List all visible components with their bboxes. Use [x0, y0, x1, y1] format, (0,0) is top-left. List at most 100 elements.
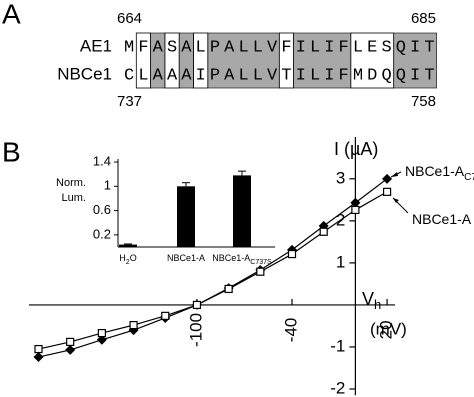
- x-axis-label: Vh: [362, 289, 381, 313]
- residue: F: [339, 38, 349, 57]
- residue: E: [367, 38, 377, 57]
- residue: Q: [381, 66, 391, 85]
- x-tick-label: -40: [281, 318, 300, 343]
- marker-square: [382, 187, 392, 196]
- category-part: 2: [126, 259, 130, 266]
- marker-diamond: [382, 173, 393, 184]
- residue: A: [181, 38, 192, 57]
- y-tick-label: -2: [330, 378, 345, 397]
- marker-diamond: [96, 334, 107, 345]
- residue: A: [224, 38, 235, 57]
- category-part: O: [130, 253, 137, 263]
- x-tick-label: 20: [377, 320, 396, 339]
- residue: L: [196, 38, 206, 57]
- marker-square: [192, 300, 202, 310]
- series-line: [38, 191, 388, 350]
- residue: F: [339, 66, 349, 85]
- residue: S: [167, 38, 177, 57]
- marker-diamond: [33, 352, 44, 363]
- residue: T: [281, 66, 291, 85]
- legend-name: NBCe1-A: [412, 211, 472, 227]
- residue: A: [153, 66, 164, 85]
- panel-label: B: [2, 136, 21, 167]
- residue: D: [367, 66, 377, 85]
- residue: I: [296, 66, 306, 85]
- residue: C: [124, 66, 134, 85]
- bar: [177, 186, 195, 247]
- marker-square: [161, 311, 170, 320]
- category-part: NBCe1-A: [212, 253, 250, 263]
- marker-square: [256, 267, 265, 276]
- residue-number: 685: [411, 10, 436, 27]
- legend-label: NBCe1-A: [412, 211, 472, 227]
- residue: L: [310, 66, 320, 85]
- residue: A: [167, 66, 178, 85]
- residue-number: 737: [117, 93, 142, 110]
- sequence-name: AE1: [80, 36, 112, 55]
- residue: L: [238, 38, 248, 57]
- residue: F: [138, 38, 148, 57]
- residue: V: [267, 38, 278, 57]
- residue: I: [296, 38, 306, 57]
- residue: I: [324, 38, 334, 57]
- marker-square: [287, 249, 297, 259]
- marker-square: [129, 320, 138, 330]
- bar: [233, 175, 251, 247]
- residue: L: [310, 38, 320, 57]
- inset-y-tick-label: 0.2: [93, 226, 111, 241]
- series-line: [38, 178, 388, 358]
- category-label: NBCe1-A: [167, 253, 205, 263]
- residue: A: [181, 66, 192, 85]
- category-part: C737S: [250, 259, 272, 266]
- bar: [119, 244, 137, 247]
- residue-number: 758: [411, 93, 436, 110]
- category-label: NBCe1-AC737S: [212, 253, 272, 265]
- y-tick-label: 1: [336, 252, 345, 271]
- arrow-head: [393, 198, 399, 203]
- x-axis-unit: (mV): [370, 319, 407, 338]
- similarity-box: [164, 32, 180, 89]
- inset-y-label: Norm.: [56, 177, 86, 189]
- marker-diamond: [350, 197, 361, 208]
- residue: I: [196, 66, 206, 85]
- marker-square: [224, 284, 233, 294]
- residue: T: [424, 66, 434, 85]
- y-tick-label: 3: [336, 168, 345, 187]
- inset-y-tick-label: 0.6: [93, 202, 111, 217]
- similarity-box: [278, 32, 294, 89]
- similarity-box: [193, 32, 209, 89]
- marker-square: [34, 344, 43, 354]
- arrow-head: [391, 172, 398, 177]
- residue: A: [153, 38, 164, 57]
- residue: F: [281, 38, 291, 57]
- inset-y-label: Lum.: [62, 192, 86, 204]
- residue: M: [124, 38, 134, 57]
- x-tick-label: -100: [186, 313, 205, 347]
- residue: I: [410, 66, 420, 85]
- inset-y-tick-label: 1: [104, 178, 111, 193]
- residue-number: 664: [117, 10, 142, 27]
- category-part: NBCe1-A: [167, 253, 205, 263]
- legend-name: NBCe1-A: [405, 163, 465, 179]
- identity-box: [293, 32, 352, 89]
- x-axis-label-main: V: [362, 289, 374, 309]
- residue: L: [253, 38, 263, 57]
- y-axis-label: I (µA): [334, 139, 378, 159]
- marker-diamond: [65, 344, 76, 355]
- x-axis-label-sub: h: [374, 297, 381, 312]
- similarity-box: [135, 32, 152, 89]
- panel-label: A: [2, 0, 21, 29]
- residue: I: [324, 66, 334, 85]
- residue: Q: [396, 38, 406, 57]
- residue: M: [353, 66, 363, 85]
- residue: V: [267, 66, 278, 85]
- identity-box: [393, 32, 437, 89]
- marker-square: [351, 205, 360, 215]
- residue: P: [210, 38, 220, 57]
- sequence-name: NBCe1: [57, 64, 112, 83]
- similarity-box: [350, 32, 395, 89]
- residue: L: [353, 38, 363, 57]
- residue: L: [138, 66, 148, 85]
- residue: P: [210, 66, 220, 85]
- marker-square: [66, 337, 75, 347]
